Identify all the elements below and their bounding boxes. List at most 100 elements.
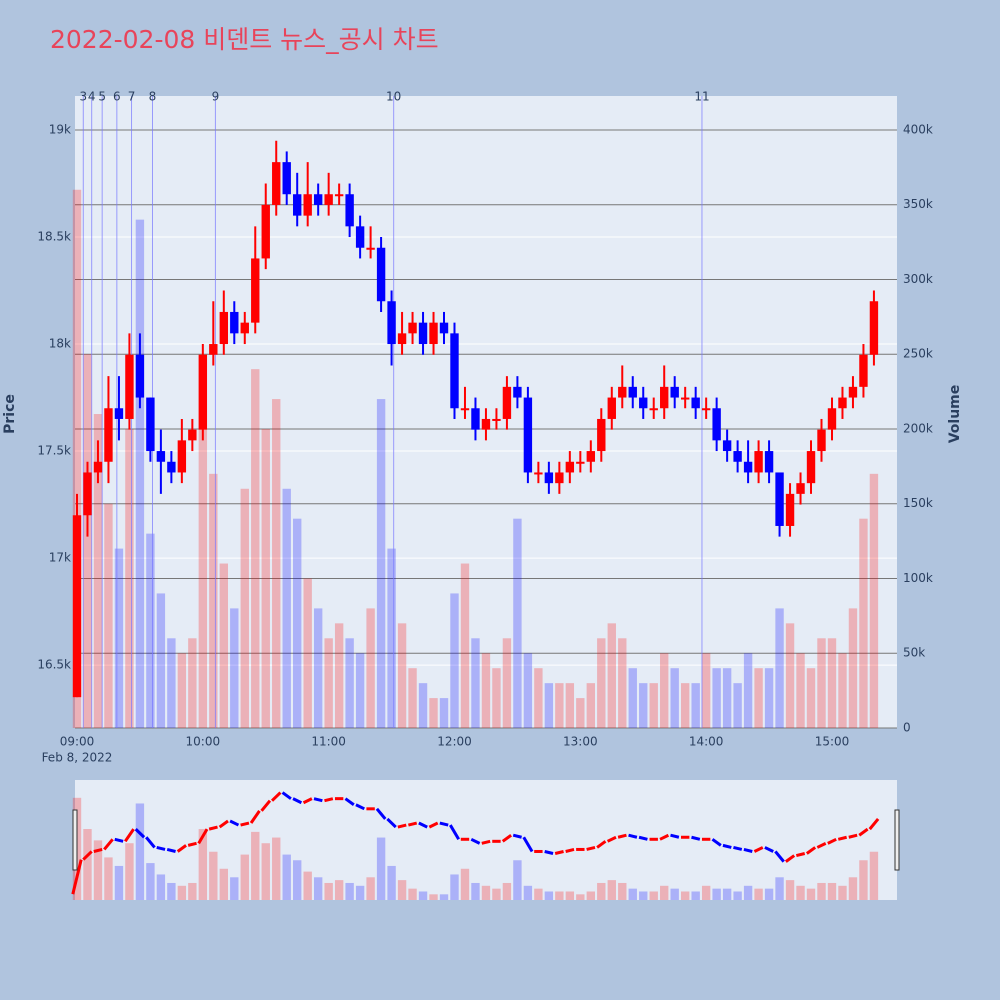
mini-candle [418,821,428,829]
volume-bar [670,668,679,728]
volume-bar [785,623,795,728]
volume-bar [261,428,270,728]
mini-candle [428,821,439,829]
mini-volume-bar [722,888,732,900]
volume-bar [366,608,375,728]
mini-candle [208,825,218,831]
volume-bar [251,369,260,728]
candle-body [838,397,847,409]
mini-candle [324,797,334,803]
candle-body [251,258,260,323]
mini-candle [586,845,596,851]
volume-bar [93,414,103,728]
mini-volume-bar [219,868,228,900]
mini-volume-bar [334,880,344,900]
y2-tick-label: 0 [903,721,911,735]
mini-candle [386,817,397,829]
volume-bar [146,533,155,728]
candle-body [450,333,459,409]
mini-volume-bar [733,891,742,900]
volume-bar [607,623,616,728]
candle-body [261,204,270,259]
volume-bar [481,653,491,728]
candle-body [313,194,323,205]
volume-bar [313,608,323,728]
candle-body [565,461,575,473]
mini-volume-bar [660,885,669,900]
candle-body [733,451,742,462]
mini-volume-bar [167,882,176,900]
mini-candle [260,799,272,812]
range-handle-right[interactable] [894,809,900,871]
candle-body [523,397,533,473]
mini-volume-bar [209,851,218,900]
candle-body [125,354,134,419]
volume-bar [513,518,522,728]
volume-bar [72,189,82,729]
volume-bar [135,219,145,728]
mini-volume-bar [869,851,879,900]
volume-bar [272,399,281,728]
mini-volume-bar [439,894,449,900]
candle-body [387,301,396,345]
volume-bar [722,668,732,728]
candle-body [859,354,868,387]
candle-body [83,472,92,516]
mini-candle [743,847,753,853]
mini-candle [281,791,292,800]
mini-candle [82,850,93,861]
volume-bar [114,548,124,728]
range-slider-background[interactable] [75,780,897,900]
candle-body [796,483,805,494]
volume-bar [177,653,187,728]
candle-body [680,397,690,400]
mini-candle [617,833,627,839]
y-tick-label: 19k [49,123,71,137]
x-tick-label: 14:00 [689,735,724,749]
x-tick-label: 10:00 [186,735,221,749]
candle-body [418,322,428,345]
volume-bar [387,548,396,728]
candle-body [576,461,585,464]
mini-volume-bar [712,888,721,900]
mini-volume-bar [670,888,679,900]
candle-body [114,408,124,419]
volume-bar [733,683,742,728]
volume-bar [282,488,291,728]
mini-candle [114,837,124,843]
mini-volume-bar [502,882,512,900]
mini-volume-bar [680,891,690,900]
candle-body [691,397,700,409]
volume-bar [303,578,312,728]
mini-volume-bar [146,863,155,900]
mini-volume-bar [387,865,396,900]
volume-bar [471,638,480,728]
mini-volume-bar [418,891,428,900]
mini-volume-bar [135,803,145,900]
mini-volume-bar [481,885,491,900]
volume-bar [838,653,847,728]
volume-bar [429,698,438,728]
mini-volume-bar [785,880,795,900]
volume-bar [376,399,386,728]
x-tick-label: 11:00 [311,735,346,749]
mini-volume-bar [565,891,575,900]
mini-volume-bar [460,868,470,900]
mini-candle [784,854,796,863]
mini-candle [512,833,522,839]
volume-bar [492,668,501,728]
volume-bar [848,608,858,728]
mini-volume-bar [355,885,365,900]
candle-body [198,354,208,430]
mini-volume-bar [471,882,480,900]
mini-volume-bar [628,888,637,900]
candle-body [586,451,596,462]
mini-volume-bar [272,837,281,900]
mini-volume-bar [429,894,438,900]
volume-bar [597,638,606,728]
range-handle-left[interactable] [72,809,78,871]
mini-candle [837,835,848,841]
news-label: 9 [212,90,220,104]
candle-body [240,322,249,334]
